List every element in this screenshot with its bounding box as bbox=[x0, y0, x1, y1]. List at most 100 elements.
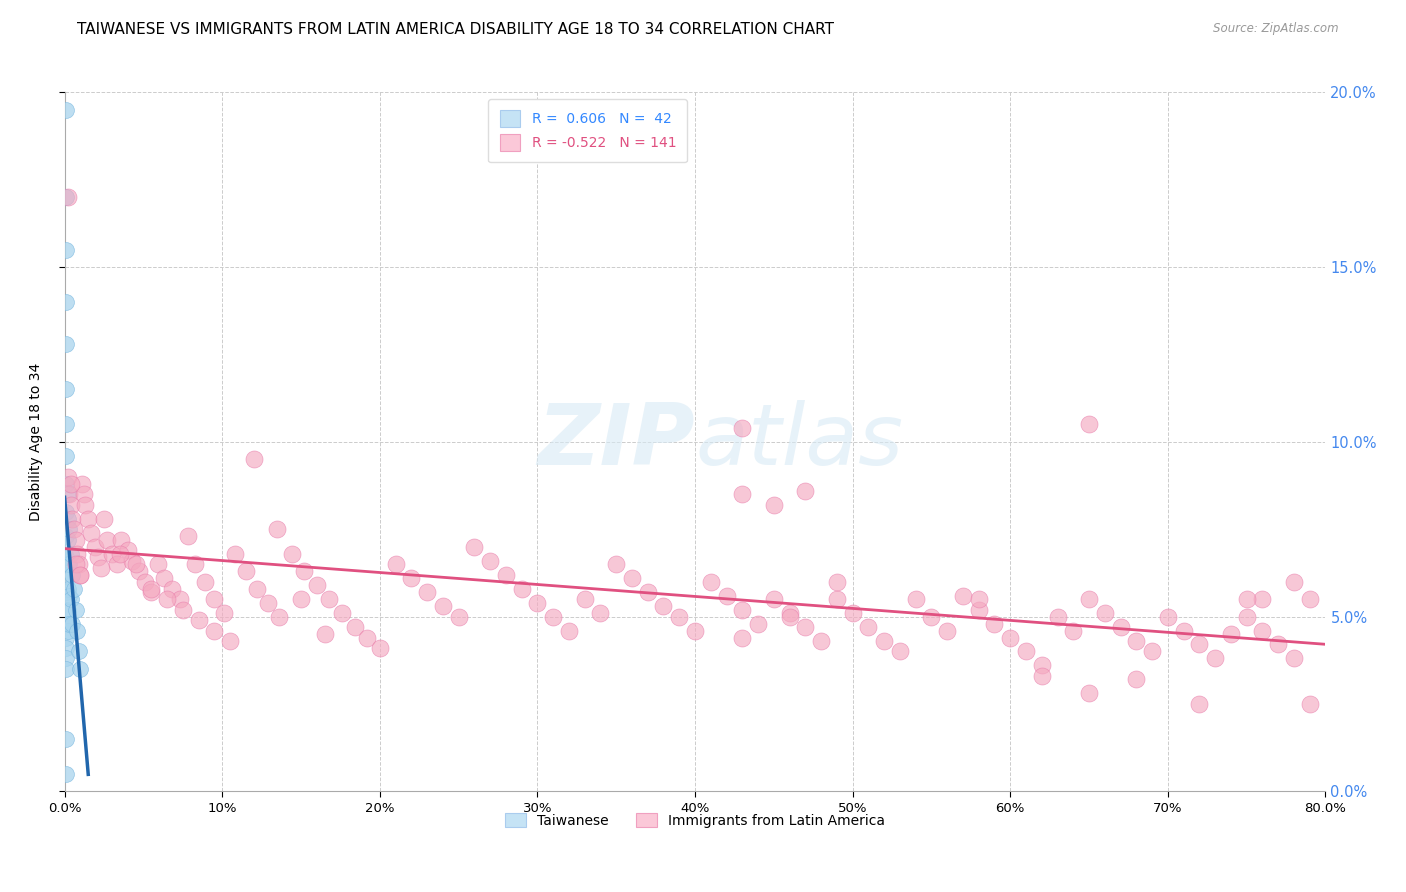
Point bbox=[83, 540, 105, 554]
Point bbox=[117, 543, 139, 558]
Point bbox=[668, 609, 690, 624]
Point bbox=[967, 592, 990, 607]
Point bbox=[55, 190, 77, 204]
Point bbox=[55, 585, 77, 599]
Point bbox=[368, 640, 391, 655]
Point bbox=[55, 567, 77, 582]
Point bbox=[55, 731, 77, 746]
Point bbox=[121, 554, 143, 568]
Point bbox=[194, 574, 217, 589]
Point bbox=[55, 103, 77, 117]
Text: TAIWANESE VS IMMIGRANTS FROM LATIN AMERICA DISABILITY AGE 18 TO 34 CORRELATION C: TAIWANESE VS IMMIGRANTS FROM LATIN AMERI… bbox=[77, 22, 834, 37]
Point bbox=[589, 606, 612, 620]
Point bbox=[59, 547, 82, 561]
Point bbox=[447, 609, 470, 624]
Point bbox=[202, 592, 225, 607]
Point bbox=[1015, 644, 1038, 658]
Point bbox=[246, 582, 269, 596]
Point bbox=[80, 525, 103, 540]
Point bbox=[384, 557, 406, 571]
Point bbox=[56, 487, 79, 501]
Point bbox=[889, 644, 911, 658]
Point bbox=[1109, 620, 1132, 634]
Point bbox=[1140, 644, 1163, 658]
Point bbox=[66, 624, 89, 638]
Point bbox=[416, 585, 439, 599]
Point bbox=[794, 483, 817, 498]
Y-axis label: Disability Age 18 to 34: Disability Age 18 to 34 bbox=[30, 363, 44, 521]
Point bbox=[1078, 592, 1101, 607]
Point bbox=[242, 452, 264, 467]
Point bbox=[1000, 631, 1022, 645]
Point bbox=[69, 567, 91, 582]
Point bbox=[356, 631, 378, 645]
Point bbox=[683, 624, 706, 638]
Point bbox=[810, 634, 832, 648]
Point bbox=[93, 511, 115, 525]
Point bbox=[330, 606, 353, 620]
Point bbox=[75, 498, 97, 512]
Point bbox=[290, 592, 312, 607]
Point bbox=[731, 421, 754, 435]
Point bbox=[526, 596, 548, 610]
Point bbox=[56, 557, 79, 571]
Point bbox=[1236, 592, 1258, 607]
Point bbox=[156, 592, 179, 607]
Point bbox=[59, 476, 82, 491]
Point bbox=[55, 662, 77, 676]
Point bbox=[825, 574, 848, 589]
Point bbox=[58, 522, 80, 536]
Point bbox=[55, 550, 77, 565]
Point bbox=[904, 592, 927, 607]
Point bbox=[1031, 658, 1053, 673]
Point bbox=[1251, 592, 1274, 607]
Point bbox=[779, 606, 801, 620]
Point bbox=[56, 533, 79, 547]
Point bbox=[56, 190, 79, 204]
Point bbox=[62, 511, 84, 525]
Point bbox=[267, 609, 290, 624]
Point bbox=[69, 567, 91, 582]
Point bbox=[55, 337, 77, 351]
Point bbox=[55, 295, 77, 310]
Point bbox=[56, 602, 79, 616]
Point bbox=[55, 640, 77, 655]
Point bbox=[65, 602, 87, 616]
Point bbox=[55, 616, 77, 631]
Point bbox=[110, 533, 132, 547]
Point bbox=[187, 613, 209, 627]
Point bbox=[176, 529, 198, 543]
Point bbox=[825, 592, 848, 607]
Point bbox=[62, 567, 84, 582]
Point bbox=[62, 616, 84, 631]
Point bbox=[479, 554, 502, 568]
Point bbox=[56, 511, 79, 525]
Point bbox=[495, 567, 517, 582]
Point bbox=[1282, 651, 1305, 665]
Point bbox=[55, 243, 77, 257]
Point bbox=[794, 620, 817, 634]
Point bbox=[1251, 624, 1274, 638]
Point bbox=[86, 550, 108, 565]
Point bbox=[235, 564, 257, 578]
Point bbox=[59, 498, 82, 512]
Point bbox=[1267, 638, 1289, 652]
Point bbox=[160, 582, 183, 596]
Point bbox=[620, 571, 643, 585]
Point bbox=[58, 589, 80, 603]
Point bbox=[59, 592, 82, 607]
Point bbox=[731, 631, 754, 645]
Point bbox=[55, 505, 77, 519]
Text: atlas: atlas bbox=[695, 401, 903, 483]
Point bbox=[318, 592, 340, 607]
Point bbox=[146, 557, 169, 571]
Point bbox=[169, 592, 191, 607]
Point bbox=[1219, 627, 1241, 641]
Point bbox=[1299, 592, 1322, 607]
Point bbox=[652, 599, 675, 613]
Point bbox=[66, 547, 89, 561]
Point bbox=[63, 582, 86, 596]
Point bbox=[762, 592, 785, 607]
Point bbox=[96, 533, 118, 547]
Point bbox=[55, 766, 77, 780]
